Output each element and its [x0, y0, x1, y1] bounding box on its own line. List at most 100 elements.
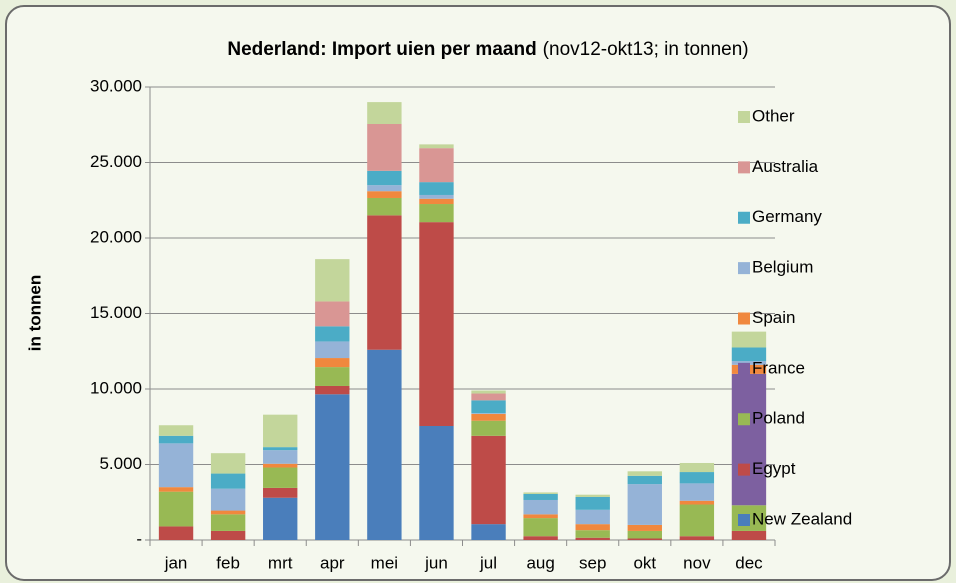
bar-segment — [575, 537, 610, 540]
bar-segment — [471, 400, 506, 414]
bar-segment — [575, 494, 610, 497]
bar-segment — [367, 215, 402, 350]
legend-label: Australia — [752, 157, 819, 176]
bar-segment — [315, 385, 350, 395]
bar-segment — [210, 473, 246, 489]
legend-swatch — [738, 514, 750, 526]
bar-segment — [523, 514, 558, 519]
legend-label: Egypt — [752, 459, 796, 478]
y-tick-label: 25.000 — [90, 152, 142, 171]
bar-segment — [367, 123, 402, 171]
bar-segment — [315, 341, 350, 359]
bar-segment — [315, 326, 350, 342]
bar-segment — [158, 435, 194, 444]
legend-swatch — [738, 413, 750, 426]
bar-segment — [471, 413, 506, 421]
bar-segment — [367, 170, 402, 186]
legend-swatch — [738, 211, 750, 224]
y-tick-label: 10.000 — [90, 378, 142, 397]
bar-segment — [523, 493, 558, 500]
bar-segment — [523, 499, 558, 515]
bar-segment — [731, 373, 767, 506]
bar-segment — [627, 524, 662, 531]
bar-segment — [471, 390, 506, 394]
bar-segment — [315, 394, 350, 540]
x-tick-label: okt — [633, 553, 656, 572]
x-tick-label: jul — [479, 553, 497, 572]
legend-swatch — [738, 262, 750, 275]
bar-segment — [679, 472, 715, 484]
legend-label: Poland — [752, 409, 805, 428]
bar-segment — [731, 347, 767, 362]
bar-segment — [627, 484, 662, 525]
y-tick-label: - — [136, 529, 142, 548]
y-axis-label: in tonnen — [25, 275, 44, 351]
bar-segment — [627, 475, 662, 485]
bar-segment — [471, 413, 506, 414]
bar-segment — [158, 491, 194, 527]
bar-segment — [419, 222, 454, 426]
x-tick-label: feb — [216, 553, 240, 572]
bar-segment — [419, 148, 454, 183]
bar-segment — [627, 530, 662, 539]
legend-swatch — [738, 111, 750, 123]
x-tick-label: mei — [371, 553, 398, 572]
bar-segment — [679, 483, 715, 501]
chart-subtitle: (nov12-okt13; in tonnen) — [543, 39, 749, 60]
bar-segment — [263, 463, 298, 468]
bar-segment — [210, 510, 246, 515]
x-tick-label: sep — [579, 553, 606, 572]
bar-segment — [679, 462, 715, 473]
bar-segment — [263, 487, 298, 498]
bar-segment — [575, 496, 610, 510]
x-tick-label: dec — [735, 553, 763, 572]
bar-segment — [367, 349, 402, 540]
bar-segment — [679, 536, 715, 540]
bar-segment — [263, 497, 298, 540]
bar-segment — [575, 509, 610, 525]
bar-segment — [419, 198, 454, 205]
bar-segment — [627, 538, 662, 540]
bar-segment — [210, 530, 246, 540]
bar-segment — [471, 393, 506, 401]
bar-segment — [471, 420, 506, 436]
bar-segment — [575, 530, 610, 538]
legend-swatch — [738, 161, 750, 174]
bar-segment — [367, 102, 402, 124]
bar-segment — [315, 259, 350, 302]
bar-segment — [679, 500, 715, 505]
bar-segment — [263, 467, 298, 488]
bar-segment — [419, 425, 454, 540]
legend-swatch — [738, 362, 750, 375]
bar-segment — [367, 191, 402, 198]
chart-frame — [5, 5, 951, 581]
bar-segment — [679, 504, 715, 537]
bar-segment — [367, 185, 402, 192]
bar-segment — [523, 536, 558, 540]
bar-segment — [419, 182, 454, 195]
bar-segment — [210, 514, 246, 531]
bar-segment — [315, 301, 350, 327]
legend-label: Other — [752, 106, 795, 125]
bar-segment — [263, 414, 298, 448]
bar-segment — [263, 447, 298, 451]
bar-segment — [419, 194, 454, 199]
bar-segment — [419, 204, 454, 223]
legend-swatch — [738, 463, 750, 476]
x-tick-label: apr — [320, 553, 345, 572]
y-tick-label: 30.000 — [90, 76, 142, 95]
bar-segment — [575, 524, 610, 531]
bar-segment — [158, 443, 194, 488]
bar-segment — [523, 492, 558, 494]
x-tick-label: aug — [526, 553, 554, 572]
bar-segment — [263, 450, 298, 464]
chart-title: Nederland: Import uien per maand — [227, 39, 536, 60]
bar-segment — [627, 471, 662, 476]
bar-segment — [731, 331, 767, 348]
bar-segment — [419, 144, 454, 149]
bar-segment — [158, 526, 194, 540]
y-tick-label: 5.000 — [99, 454, 142, 473]
bar-segment — [315, 367, 350, 386]
